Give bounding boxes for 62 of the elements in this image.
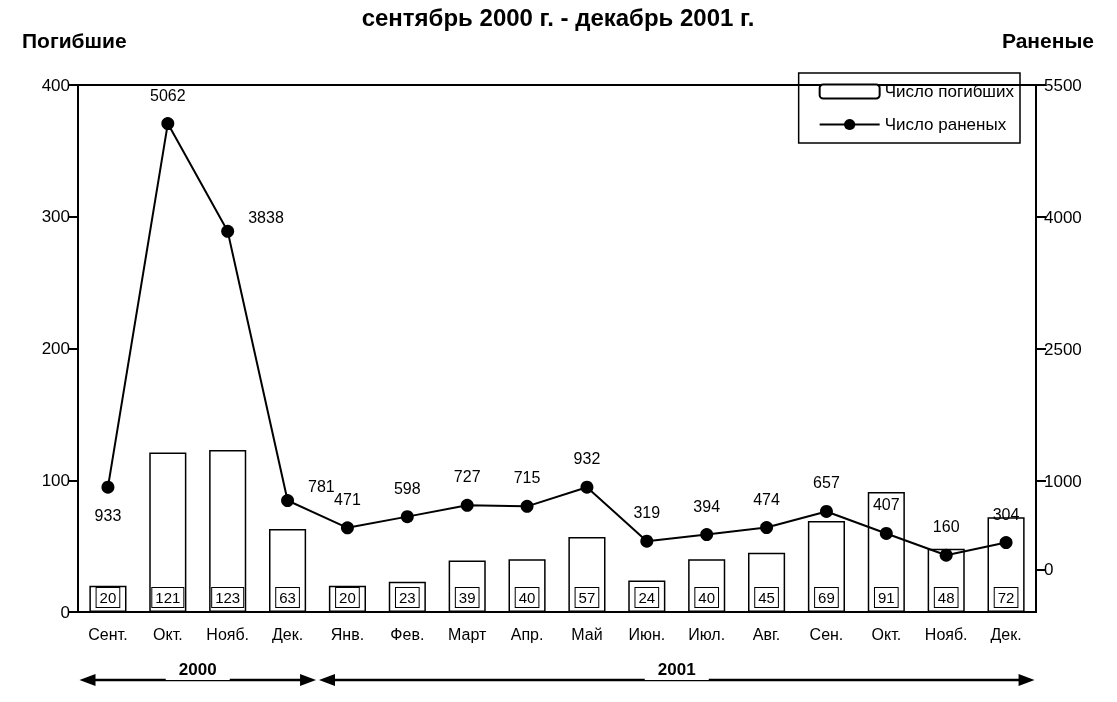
data-label: 3838 [248,208,284,226]
data-label: 91 [877,589,895,606]
data-label: 45 [758,589,775,606]
data-label: 40 [698,589,716,606]
y2-tick-label: 1000 [1044,471,1082,491]
x-tick-label: Фев. [390,625,425,643]
data-label: 57 [578,589,596,606]
y2-axis-title: Раненые [1001,29,1095,52]
y2-tick-label: 4000 [1044,207,1082,227]
data-label: 20 [339,589,356,606]
data-label: 72 [997,589,1015,606]
x-tick-label: Нояб. [924,625,968,643]
y2-tick-label: 2500 [1044,339,1082,359]
data-label: 24 [638,589,656,606]
y-tick-label: 100 [41,470,70,490]
data-label: 407 [872,496,900,514]
x-tick-label: Март [448,625,487,643]
x-tick-label: Май [571,625,603,643]
data-label: 48 [937,589,955,606]
data-label: 123 [215,589,241,606]
legend-label: Число раненых [884,115,1007,134]
data-label: 5062 [150,86,186,104]
x-tick-label: Июн. [628,625,666,643]
x-tick-label: Дек. [271,625,304,643]
data-label: 781 [308,478,335,496]
x-tick-label: Июл. [688,625,726,643]
data-label: 69 [818,589,835,606]
data-label: 394 [693,497,721,515]
data-label: 657 [813,474,840,492]
x-tick-label: Нояб. [206,625,250,643]
x-tick-label: Апр. [510,625,544,643]
x-tick-label: Авг. [752,625,781,643]
text: 2000 [178,660,217,679]
data-label: 471 [334,490,361,508]
data-label: 40 [518,589,536,606]
y-tick-label: 300 [41,207,70,227]
x-tick-label: Окт. [871,625,902,643]
y-tick-label: 200 [41,339,70,358]
x-tick-label: Сент. [88,625,128,643]
legend-label: Число погибших [884,82,1015,101]
data-label: 20 [99,589,117,606]
data-label: 39 [458,589,476,606]
data-label: 63 [279,589,296,606]
data-label: 727 [453,468,481,486]
data-label: 474 [753,490,781,508]
y-axis-title: Погибшие [22,29,127,52]
data-label: 933 [94,507,122,525]
data-label: 319 [633,504,661,522]
data-label: 715 [513,469,541,487]
text: 2001 [657,660,696,679]
data-label: 160 [932,518,960,536]
x-tick-label: Окт. [153,625,183,643]
data-label: 932 [573,450,601,468]
data-label: 598 [393,479,421,497]
x-tick-label: Янв. [330,625,365,643]
data-label: 121 [155,589,181,606]
data-label: 23 [398,589,416,606]
y2-tick-label: 5500 [1044,75,1082,95]
chart-title: сентябрь 2000 г. - декабрь 2001 г. [361,3,755,31]
y-tick-label: 400 [41,75,70,95]
x-tick-label: Дек. [990,625,1022,643]
x-tick-label: Сен. [809,625,844,643]
